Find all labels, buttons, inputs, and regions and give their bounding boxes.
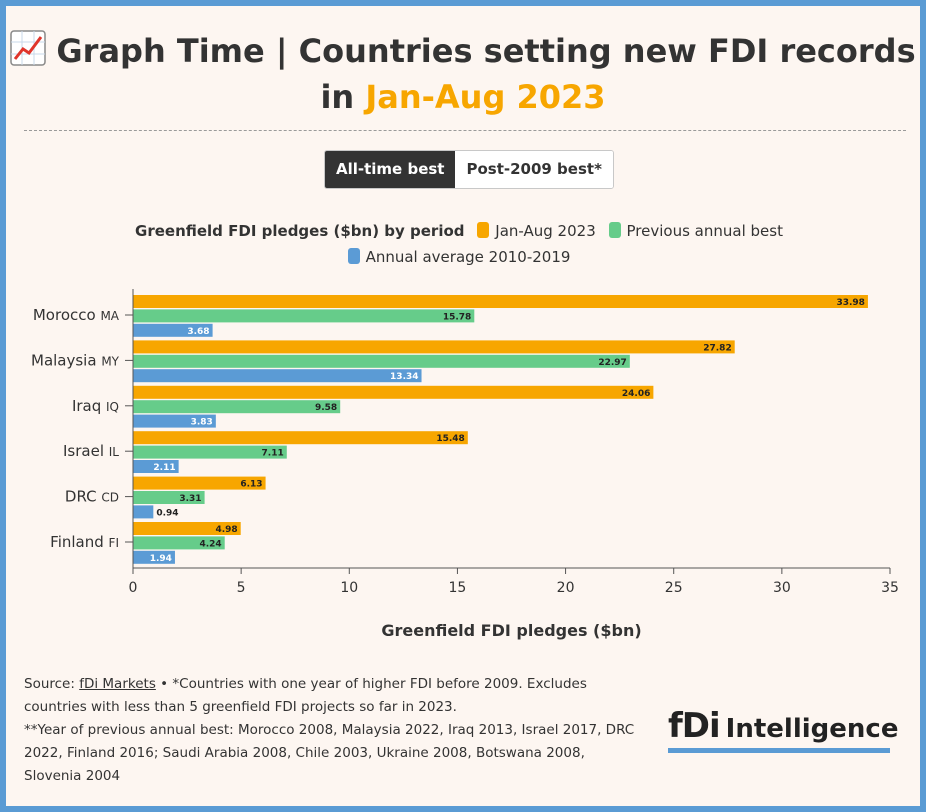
source-prefix: Source: (24, 676, 75, 692)
category-label-morocco: Morocco MA (33, 306, 120, 324)
data-label: 27.82 (703, 343, 731, 353)
category-label-iraq: Iraq IQ (72, 397, 119, 415)
category-name: DRC (65, 488, 101, 506)
data-label: 24.06 (622, 389, 650, 399)
bar-malaysia-s0[interactable] (133, 340, 735, 354)
infographic-card: Graph Time | Countries setting new FDI r… (6, 6, 920, 806)
logo-brand: fDi (668, 706, 721, 746)
data-label: 3.68 (187, 327, 209, 337)
category-name: Israel (63, 442, 109, 460)
legend-item-previous-best[interactable]: Previous annual best (608, 218, 783, 244)
category-code: FI (109, 536, 119, 550)
bar-drc-s2[interactable] (133, 505, 154, 519)
bar-israel-s1[interactable] (133, 445, 287, 459)
bar-finland-s2[interactable] (133, 550, 175, 564)
bar-chart: Morocco MA 33.98 15.78 3.68 Malaysia MY 27.82… (31, 289, 899, 640)
data-label: 22.97 (598, 358, 626, 368)
data-label: 2.11 (153, 463, 175, 473)
footer-note-2: **Year of previous annual best: Morocco … (24, 722, 635, 784)
category-label-malaysia: Malaysia MY (31, 351, 120, 369)
legend-swatch-average (347, 248, 360, 264)
title-divider (24, 130, 906, 131)
bar-iraq-s2[interactable] (133, 414, 216, 428)
category-label-drc: DRC CD (65, 488, 119, 506)
legend-label-average: Annual average 2010-2019 (365, 248, 571, 266)
data-label: 6.13 (240, 480, 262, 490)
data-label: 15.78 (443, 312, 471, 322)
bar-israel-s0[interactable] (133, 431, 468, 445)
data-label: 4.24 (199, 539, 221, 549)
period-toggle[interactable]: All-time best Post-2009 best* (324, 150, 614, 189)
chart-increasing-icon (10, 30, 47, 66)
x-tick-label: 0 (129, 580, 138, 596)
data-label: 13.34 (390, 372, 418, 382)
x-tick-label: 35 (881, 580, 899, 596)
bar-malaysia-s1[interactable] (133, 354, 630, 368)
bar-drc-s1[interactable] (133, 491, 205, 504)
toggle-all-time-best[interactable]: All-time best (325, 151, 456, 188)
data-label: 4.98 (215, 525, 237, 535)
data-label: 0.94 (156, 508, 178, 518)
category-label-finland: Finland FI (50, 533, 119, 551)
page-title: Graph Time | Countries setting new FDI r… (6, 28, 920, 120)
legend-swatch-previous-best (608, 222, 621, 238)
bar-israel-s2[interactable] (133, 460, 179, 473)
category-name: Iraq (72, 397, 106, 415)
category-code: IQ (106, 400, 119, 414)
category-code: MA (100, 309, 119, 323)
logo-text: Intelligence (725, 714, 899, 744)
x-tick-label: 30 (773, 580, 791, 596)
data-label: 3.83 (191, 418, 213, 428)
data-label: 1.94 (150, 554, 172, 564)
bar-morocco-s1[interactable] (133, 309, 475, 323)
data-label: 15.48 (436, 434, 464, 444)
category-name: Morocco (33, 306, 101, 324)
title-main: Graph Time | Countries setting new FDI r… (56, 32, 916, 116)
category-code: CD (101, 491, 119, 505)
bar-morocco-s2[interactable] (133, 323, 213, 337)
bar-finland-s0[interactable] (133, 522, 241, 535)
bar-finland-s1[interactable] (133, 536, 225, 550)
category-name: Finland (50, 533, 108, 551)
source-link[interactable]: fDi Markets (79, 676, 156, 692)
legend-label-jan-aug-2023: Jan-Aug 2023 (495, 222, 596, 240)
x-tick-label: 20 (557, 580, 575, 596)
bar-drc-s0[interactable] (133, 476, 266, 490)
legend-swatch-jan-aug-2023 (477, 222, 490, 238)
legend-title: Greenfield FDI pledges ($bn) by period (135, 222, 465, 240)
legend-item-average[interactable]: Annual average 2010-2019 (347, 244, 571, 270)
logo-underline (668, 748, 890, 753)
fdi-intelligence-logo: fDi Intelligence (668, 706, 899, 753)
x-tick-label: 15 (449, 580, 467, 596)
bar-malaysia-s2[interactable] (133, 369, 422, 383)
footer-note-1: • *Countries with one year of higher FDI… (24, 676, 587, 715)
data-label: 7.11 (262, 449, 284, 459)
data-label: 9.58 (315, 403, 337, 413)
x-tick-label: 25 (665, 580, 683, 596)
legend-label-previous-best: Previous annual best (626, 222, 783, 240)
x-axis-title: Greenfield FDI pledges ($bn) (381, 621, 641, 640)
toggle-post-2009-best[interactable]: Post-2009 best* (455, 151, 613, 188)
chart-legend: Greenfield FDI pledges ($bn) by period J… (6, 218, 920, 270)
bar-iraq-s1[interactable] (133, 400, 341, 414)
title-highlight: Jan-Aug 2023 (365, 78, 606, 116)
legend-item-jan-aug-2023[interactable]: Jan-Aug 2023 (477, 218, 596, 244)
bar-iraq-s0[interactable] (133, 385, 654, 399)
category-label-israel: Israel IL (63, 442, 119, 460)
category-code: IL (109, 445, 120, 459)
category-name: Malaysia (31, 351, 101, 369)
x-tick-label: 10 (340, 580, 358, 596)
data-label: 33.98 (836, 298, 864, 308)
category-code: MY (101, 354, 119, 368)
data-label: 3.31 (179, 494, 201, 504)
bar-morocco-s0[interactable] (133, 295, 868, 308)
footer-notes: Source: fDi Markets • *Countries with on… (24, 673, 644, 788)
x-tick-label: 5 (237, 580, 246, 596)
